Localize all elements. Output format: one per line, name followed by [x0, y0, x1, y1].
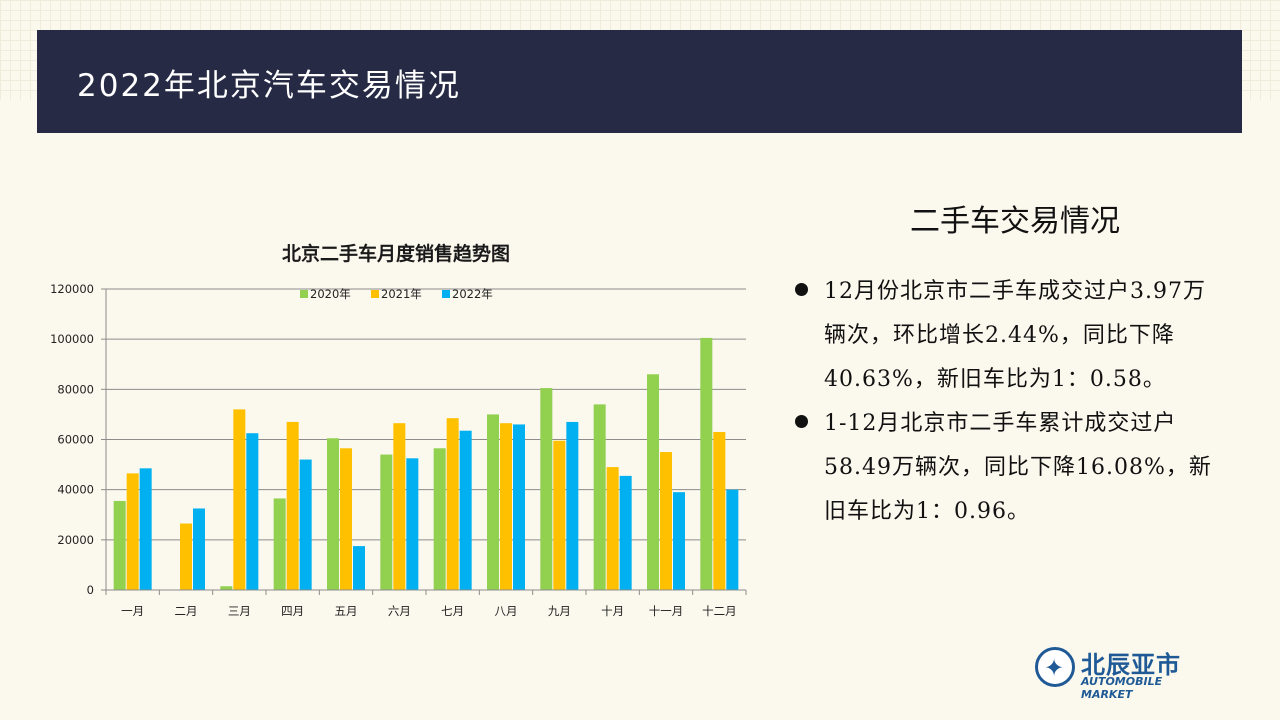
bar-2020 [487, 414, 499, 590]
x-tick-label: 七月 [441, 604, 464, 618]
legend-label: 2020年 [310, 287, 351, 301]
legend-swatch [300, 290, 308, 298]
bar-2021 [286, 421, 299, 590]
bullet-text-december: 12月份北京市二手车成交过户3.97万辆次，环比增长2.44%，同比下降40.6… [824, 279, 1206, 392]
y-tick-label: 80000 [57, 382, 94, 396]
x-tick-label: 十二月 [702, 604, 737, 618]
bar-2020 [380, 454, 393, 590]
legend-swatch [442, 290, 450, 298]
x-tick-label: 五月 [335, 604, 358, 618]
chart-title: 北京二手车月度销售趋势图 [282, 242, 510, 265]
bullet-item: 12月份北京市二手车成交过户3.97万辆次，环比增长2.44%，同比下降40.6… [795, 270, 1225, 402]
bar-2022 [673, 492, 685, 590]
y-tick-label: 40000 [57, 483, 94, 497]
y-tick-label: 120000 [50, 282, 94, 296]
bullet-list: 12月份北京市二手车成交过户3.97万辆次，环比增长2.44%，同比下降40.6… [795, 270, 1225, 534]
company-logo: ✦ 北辰亚市 AUTOMOBILE MARKET [1035, 645, 1215, 701]
logo-chinese-name: 北辰亚市 [1081, 651, 1181, 679]
section-title: 二手车交易情况 [910, 204, 1120, 239]
bullet-dot [795, 415, 808, 428]
x-tick-label: 十月 [601, 604, 624, 618]
y-tick-label: 0 [87, 583, 94, 597]
bar-2021 [393, 423, 406, 590]
bar-2022 [353, 546, 365, 590]
y-tick-label: 60000 [57, 433, 94, 447]
logo-english-name: AUTOMOBILE MARKET [1081, 675, 1163, 701]
legend-label: 2021年 [381, 287, 422, 301]
sales-trend-chart: 北京二手车月度销售趋势图 0 20000 40000 60000 80000 100000 1… [50, 242, 747, 618]
x-tick-label: 九月 [548, 604, 571, 618]
x-tick-label: 二月 [175, 604, 198, 618]
bar-2022 [299, 459, 312, 590]
bar-2022 [246, 433, 259, 590]
bar-2022 [726, 489, 739, 590]
bar-2021 [126, 473, 139, 590]
bar-2022 [406, 458, 419, 590]
x-tick-label: 一月 [121, 604, 144, 618]
legend-label: 2022年 [452, 287, 493, 301]
bar-2021 [553, 440, 566, 590]
bar-2022 [566, 421, 579, 590]
bar-2020 [647, 374, 659, 590]
bar-2021 [340, 448, 352, 590]
x-tick-label: 八月 [495, 604, 518, 618]
bar-2021 [500, 423, 512, 590]
bar-2022 [459, 430, 472, 590]
bar-2022 [619, 475, 632, 590]
bar-2022 [139, 468, 152, 590]
bar-2020 [433, 448, 446, 590]
bar-2020 [700, 337, 713, 590]
x-tick-label: 六月 [388, 604, 411, 618]
logo-emblem-icon: ✦ [1035, 647, 1075, 687]
x-tick-label: 四月 [281, 604, 304, 618]
bar-2020 [540, 388, 553, 590]
bar-2021 [660, 452, 672, 590]
bar-2020 [273, 498, 286, 590]
bar-2021 [713, 431, 726, 590]
title-banner: 2022年北京汽车交易情况 [37, 30, 1242, 133]
bullet-item: 1-12月北京市二手车累计成交过户58.49万辆次，同比下降16.08%，新旧车… [795, 402, 1225, 534]
bar-2021 [180, 523, 192, 590]
bar-2020 [220, 586, 233, 590]
bar-2020 [113, 500, 126, 590]
bar-2021 [606, 467, 619, 590]
bar-2021 [446, 418, 459, 590]
y-tick-label: 20000 [57, 533, 94, 547]
bar-2022 [513, 424, 525, 590]
page-title: 2022年北京汽车交易情况 [77, 68, 461, 104]
bar-2020 [327, 438, 339, 590]
x-tick-label: 三月 [228, 604, 251, 618]
bar-2022 [193, 508, 205, 590]
bar-2021 [233, 409, 246, 590]
legend-swatch [371, 290, 379, 298]
bullet-text-annual: 1-12月北京市二手车累计成交过户58.49万辆次，同比下降16.08%，新旧车… [824, 411, 1212, 524]
bar-2020 [593, 404, 606, 590]
y-tick-label: 100000 [50, 332, 94, 346]
bullet-dot [795, 283, 808, 296]
x-tick-label: 十一月 [649, 604, 684, 618]
